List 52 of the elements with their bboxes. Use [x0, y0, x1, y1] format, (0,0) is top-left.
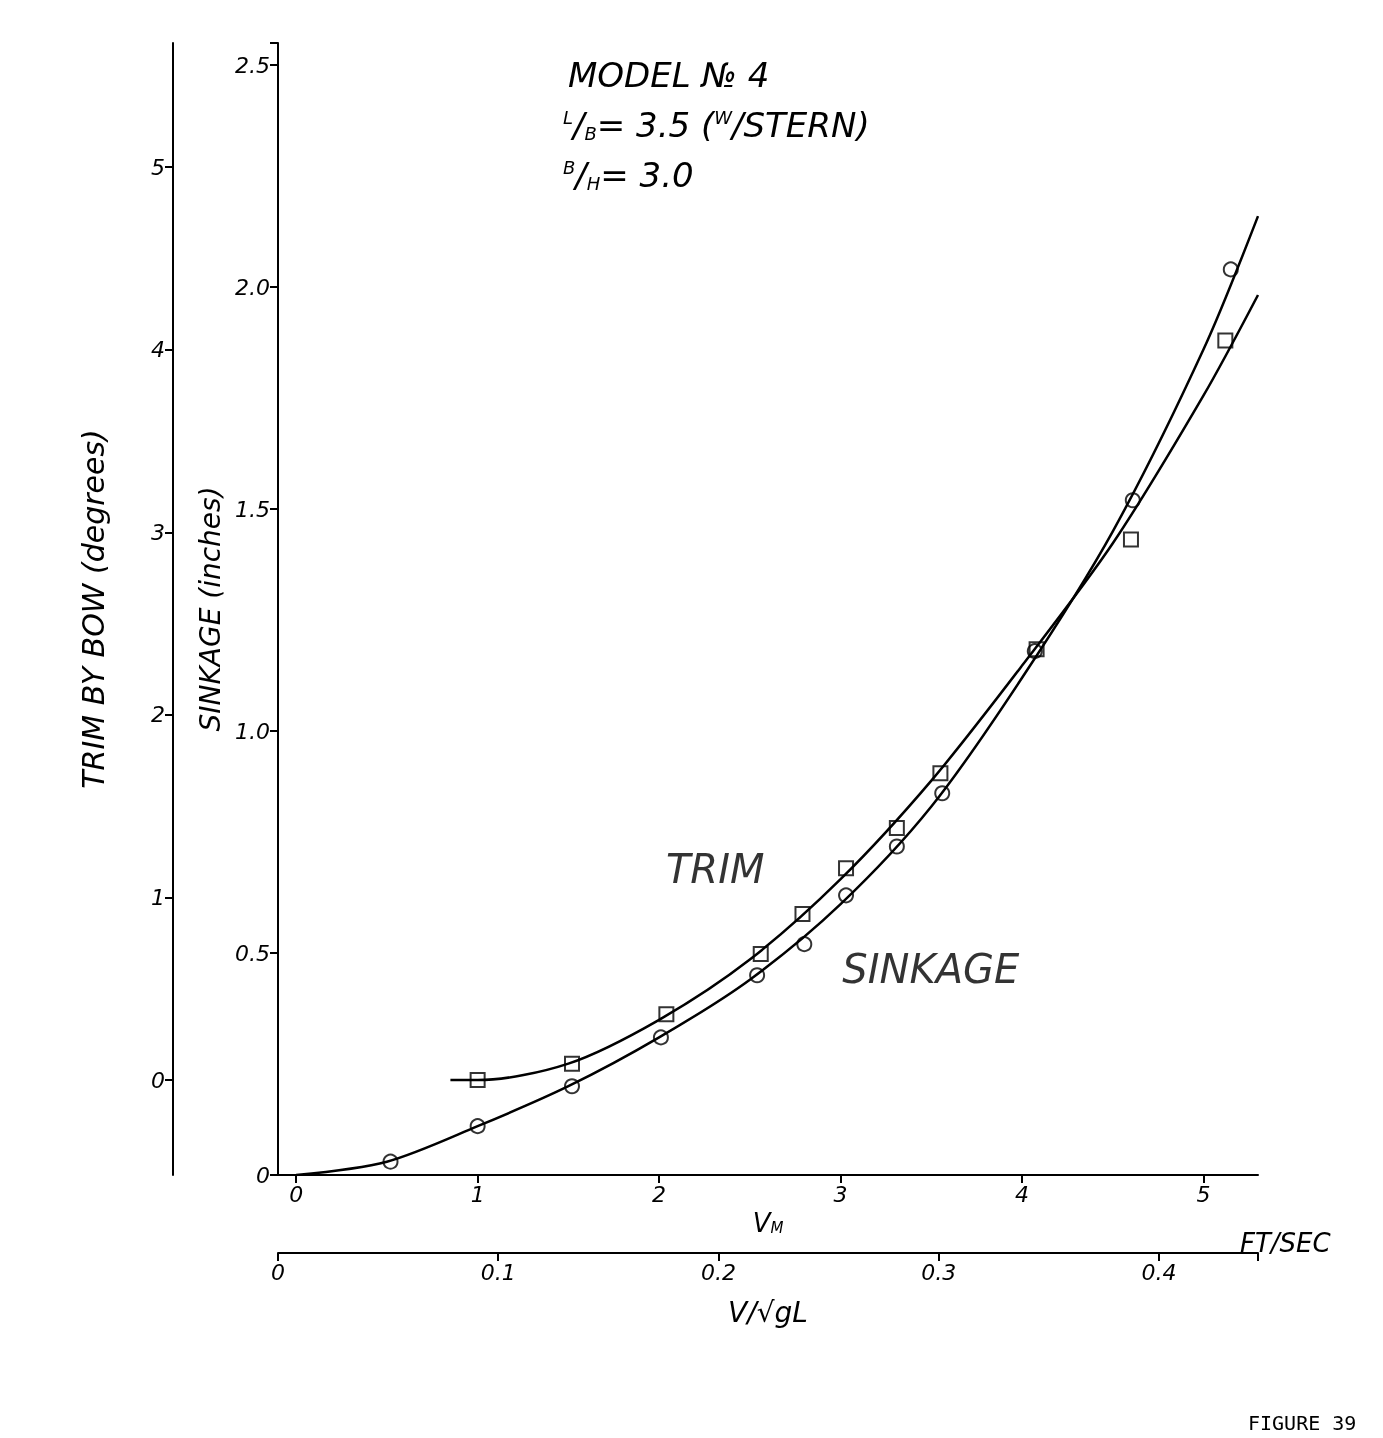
point — [1222, 261, 1239, 278]
point — [1124, 492, 1141, 509]
point — [1122, 531, 1139, 548]
point — [564, 1078, 580, 1095]
point — [749, 967, 766, 984]
point — [888, 820, 905, 837]
point — [932, 765, 949, 782]
series-label: SINKAGE — [842, 946, 1020, 993]
x2-axis-title: V/√gL — [728, 1295, 808, 1329]
series-label: TRIM — [665, 845, 765, 892]
x2-tick-label: 0.2 — [700, 1259, 736, 1285]
y-tick-label: 2.5 — [235, 52, 270, 78]
y2-tick-label: 3 — [151, 519, 165, 545]
point — [838, 887, 855, 904]
y2-tick-label: 4 — [151, 337, 165, 363]
y-tick-label: 1.5 — [235, 496, 270, 522]
point — [652, 1029, 669, 1046]
x-tick-label: 2 — [652, 1181, 667, 1207]
y-tick-label: 0.5 — [235, 940, 270, 966]
y2-axis-title: TRIM BY BOW (degrees) — [75, 429, 111, 789]
x-tick-label: 0 — [289, 1181, 304, 1207]
x-tick-label: 3 — [833, 1181, 848, 1207]
x-tick-label: 4 — [1015, 1181, 1030, 1207]
point — [838, 860, 855, 877]
point — [469, 1118, 486, 1135]
point — [888, 838, 905, 855]
x2-tick-label: 0.3 — [921, 1259, 957, 1285]
y2-tick-label: 5 — [151, 154, 165, 180]
x2-tick-label: 0.1 — [480, 1259, 516, 1285]
y2-tick-label: 1 — [151, 884, 165, 910]
y-tick-label: 2.0 — [235, 274, 270, 300]
x-tick-label: 1 — [470, 1181, 485, 1207]
point — [658, 1006, 675, 1023]
point — [794, 905, 811, 922]
y-tick-label: 0 — [256, 1162, 270, 1188]
point — [752, 946, 769, 963]
text: FT/SEC — [1240, 1228, 1332, 1258]
point — [1217, 332, 1234, 349]
x-axis-title: VM — [752, 1207, 784, 1238]
y2-tick-label: 2 — [151, 702, 165, 728]
y-tick-label: 1.0 — [235, 718, 270, 744]
point — [564, 1055, 580, 1072]
caption: FIGURE 39 — [1248, 1411, 1357, 1435]
point — [469, 1072, 486, 1089]
x-tick-label: 5 — [1196, 1181, 1211, 1207]
annotation: MODEL № 4 — [568, 55, 770, 95]
y-axis-title: SINKAGE (inches) — [193, 486, 227, 732]
point — [796, 936, 813, 953]
point — [934, 785, 951, 802]
x2-tick-label: 0.4 — [1141, 1259, 1177, 1285]
y2-tick-label: 0 — [151, 1067, 165, 1093]
point — [382, 1153, 399, 1170]
